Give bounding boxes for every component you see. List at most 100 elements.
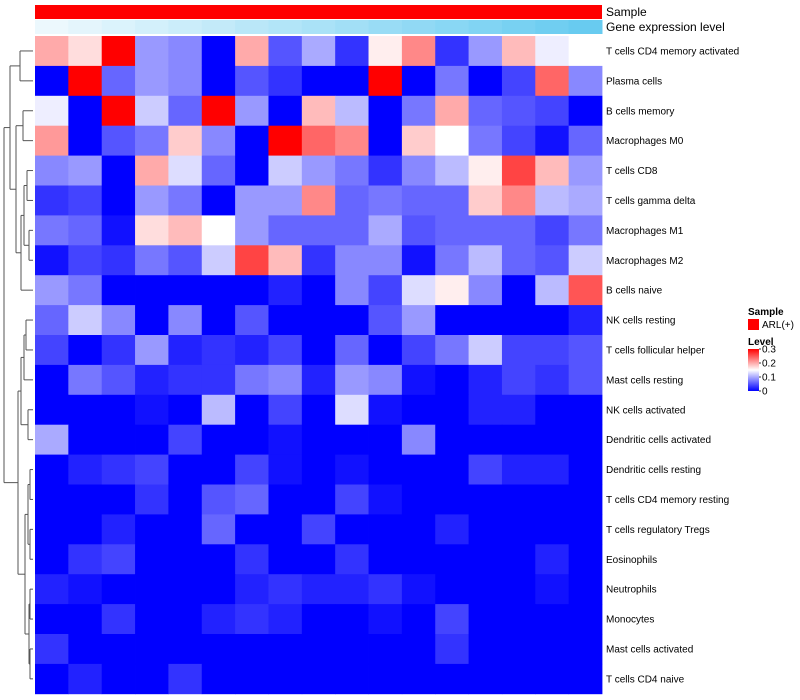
heatmap-cell [201, 36, 236, 67]
heatmap-cell [468, 155, 503, 186]
heatmap-cell [301, 604, 336, 635]
heatmap-cell [168, 125, 203, 156]
heatmap-cell [168, 215, 203, 246]
heatmap-cell [201, 125, 236, 156]
heatmap-cell [201, 394, 236, 426]
row-label: NK cells resting [606, 316, 675, 327]
row-label: T cells CD4 memory resting [606, 495, 729, 506]
row-label: T cells CD8 [606, 166, 658, 177]
heatmap-cell [568, 394, 603, 426]
heatmap-cell [501, 335, 536, 366]
legend-sample-title: Sample [748, 307, 784, 318]
heatmap-cell [401, 305, 436, 336]
expression-annotation-cell [435, 20, 470, 34]
heatmap-cell [35, 95, 69, 127]
heatmap-cell [435, 65, 469, 97]
heatmap-cell [35, 574, 69, 605]
heatmap-cell [535, 394, 570, 426]
row-label: T cells follicular helper [606, 345, 705, 356]
row-label: Neutrophils [606, 585, 657, 596]
heatmap-cell [168, 484, 203, 515]
heatmap-cell [468, 65, 503, 97]
heatmap-cell [168, 305, 203, 336]
heatmap-cell [568, 245, 603, 276]
row-label: Macrophages M2 [606, 256, 684, 267]
heatmap-cell [501, 663, 536, 695]
heatmap-cell [168, 275, 203, 306]
heatmap-cell [235, 155, 269, 186]
row-label: Macrophages M1 [606, 226, 684, 237]
heatmap-cell [301, 634, 336, 665]
heatmap-cell [268, 215, 303, 246]
heatmap-cell [35, 484, 69, 515]
heatmap-cell [301, 155, 336, 186]
heatmap-cell [368, 544, 403, 575]
heatmap-cell [135, 215, 169, 246]
heatmap-cell [335, 364, 369, 396]
heatmap-cell [401, 514, 436, 545]
heatmap-cell [101, 125, 136, 156]
heatmap-cell [135, 36, 169, 67]
row-label: B cells naive [606, 286, 663, 297]
heatmap-cell [468, 36, 503, 67]
heatmap-cell [201, 65, 236, 97]
heatmap-cell [35, 275, 69, 306]
heatmap-cell [468, 335, 503, 366]
heatmap-cell [68, 634, 103, 665]
heatmap-cell [468, 663, 503, 695]
heatmap-cell [168, 95, 203, 127]
heatmap-cell [535, 454, 570, 485]
heatmap-cell [35, 634, 69, 665]
heatmap-cell [101, 155, 136, 186]
heatmap-cell [535, 155, 570, 186]
heatmap-cell [135, 305, 169, 336]
heatmap-cell [368, 364, 403, 396]
heatmap-cell [435, 574, 469, 605]
heatmap-cell [68, 125, 103, 156]
heatmap-cell [568, 663, 603, 695]
heatmap-cell [235, 125, 269, 156]
expression-annotation-cell [335, 20, 370, 34]
heatmap-cell [501, 574, 536, 605]
heatmap-cell [335, 36, 369, 67]
heatmap-cell [435, 514, 469, 545]
heatmap-cell [235, 335, 269, 366]
heatmap-cell [435, 604, 469, 635]
heatmap-cell [468, 424, 503, 455]
heatmap-cell [401, 245, 436, 276]
heatmap-cell [201, 634, 236, 665]
heatmap-cell [101, 484, 136, 515]
heatmap-cell [401, 125, 436, 156]
heatmap-cell [335, 245, 369, 276]
heatmap-cell [135, 185, 169, 216]
heatmap-cell [101, 663, 136, 695]
expression-annotation-cell [535, 20, 570, 34]
heatmap-cell [268, 604, 303, 635]
heatmap-cell [368, 36, 403, 67]
heatmap-cell [301, 215, 336, 246]
heatmap-cell [101, 245, 136, 276]
heatmap-cell [401, 185, 436, 216]
heatmap-cell [268, 663, 303, 695]
heatmap-cell [501, 604, 536, 635]
heatmap-cell [535, 634, 570, 665]
heatmap-cell [568, 125, 603, 156]
heatmap-cell [501, 36, 536, 67]
heatmap-cell [168, 604, 203, 635]
row-label: B cells memory [606, 106, 674, 117]
heatmap-cell [201, 514, 236, 545]
heatmap-cell [68, 544, 103, 575]
heatmap-cell [135, 574, 169, 605]
heatmap-cell [101, 335, 136, 366]
heatmap-cell [335, 65, 369, 97]
heatmap-cell [68, 484, 103, 515]
heatmap-cell [468, 215, 503, 246]
heatmap-cell [301, 185, 336, 216]
heatmap-cell [335, 424, 369, 455]
heatmap-cell [535, 275, 570, 306]
heatmap-cell [468, 95, 503, 127]
heatmap-cell [401, 663, 436, 695]
heatmap-cell [135, 125, 169, 156]
heatmap-cell [235, 215, 269, 246]
heatmap-cell [268, 305, 303, 336]
